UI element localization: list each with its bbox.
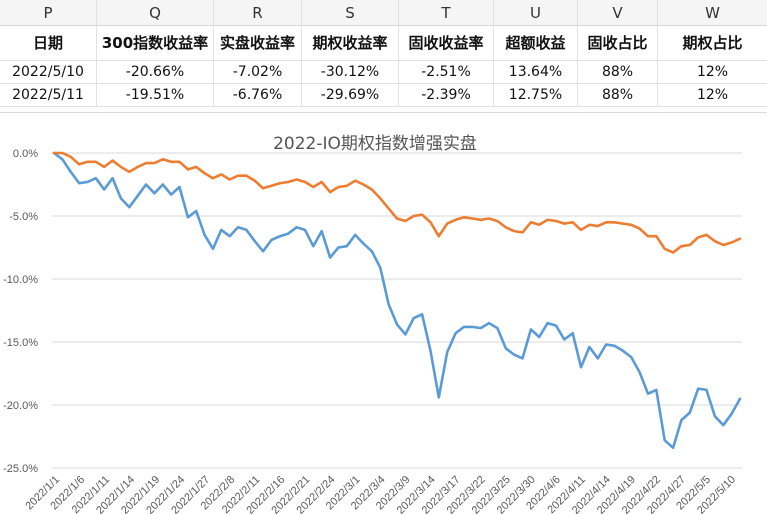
table-row: 2022/5/10 -20.66% -7.02% -30.12% -2.51% … (0, 61, 767, 84)
y-tick-label: -10.0% (3, 274, 38, 286)
column-letter-w[interactable]: W (705, 4, 720, 22)
y-tick-label: -5.0% (9, 211, 38, 223)
column-letter-v[interactable]: V (578, 0, 658, 26)
header-cell-live-return[interactable]: 实盘收益率 (214, 26, 302, 60)
table-cell[interactable]: 12.75% (494, 84, 578, 106)
table-cell[interactable]: 88% (578, 84, 658, 106)
column-letter-q[interactable]: Q (97, 0, 214, 26)
column-letter-s[interactable]: S (302, 0, 399, 26)
header-cell-date[interactable]: 日期 (0, 26, 97, 60)
y-axis-labels: 0.0% -5.0% -10.0% -15.0% -20.0% -25.0% (3, 148, 38, 475)
header-cell-fixed-income-share[interactable]: 固收占比 (578, 26, 658, 60)
y-tick-label: -15.0% (3, 337, 38, 349)
table-cell[interactable]: -7.02% (214, 61, 302, 83)
x-axis-labels: 2022/1/12022/1/62022/1/112022/1/142022/1… (23, 474, 738, 514)
series-lines (52, 151, 742, 450)
header-cell-fixed-income-return[interactable]: 固收收益率 (399, 26, 494, 60)
column-header-bar: P Q R S T U V W (0, 0, 767, 26)
table-cell[interactable]: 2022/5/11 (0, 84, 97, 106)
header-cell-excess-return[interactable]: 超额收益 (494, 26, 578, 60)
table-cell[interactable]: -2.51% (399, 61, 494, 83)
table-cell[interactable]: 12% (696, 64, 729, 80)
table-cell[interactable]: 12% (696, 87, 729, 103)
table-cell[interactable]: 88% (578, 61, 658, 83)
y-tick-label: 0.0% (13, 148, 38, 160)
table-cell[interactable]: -29.69% (302, 84, 399, 106)
series-line-1[interactable] (52, 151, 742, 254)
chart-title: 2022-IO期权指数增强实盘 (273, 134, 477, 154)
table-cell[interactable]: 2022/5/10 (0, 61, 97, 83)
line-chart[interactable]: 2022-IO期权指数增强实盘 0.0% -5.0% -10.0% -15.0% -20… (0, 112, 767, 514)
table-header-row: 日期 300指数收益率 实盘收益率 期权收益率 固收收益率 超额收益 固收占比 … (0, 26, 767, 61)
header-cell-option-return[interactable]: 期权收益率 (302, 26, 399, 60)
table-cell[interactable]: -2.39% (399, 84, 494, 106)
gridlines (52, 152, 742, 469)
y-tick-label: -25.0% (3, 463, 38, 475)
column-letter-u[interactable]: U (494, 0, 578, 26)
column-letter-p[interactable]: P (0, 0, 97, 26)
table-cell[interactable]: 13.64% (494, 61, 578, 83)
table-cell[interactable]: -30.12% (302, 61, 399, 83)
table-cell[interactable]: -20.66% (97, 61, 214, 83)
header-cell-index-return[interactable]: 300指数收益率 (97, 26, 214, 60)
table-cell[interactable]: -19.51% (97, 84, 214, 106)
chart-canvas: 2022-IO期权指数增强实盘 0.0% -5.0% -10.0% -15.0% -20… (3, 134, 742, 514)
y-tick-label: -20.0% (3, 400, 38, 412)
column-letter-t[interactable]: T (399, 0, 494, 26)
header-cell-option-share[interactable]: 期权占比 (682, 34, 743, 52)
table-cell[interactable]: -6.76% (214, 84, 302, 106)
table-row: 2022/5/11 -19.51% -6.76% -29.69% -2.39% … (0, 84, 767, 107)
column-letter-r[interactable]: R (214, 0, 302, 26)
series-line-0[interactable] (52, 151, 742, 450)
